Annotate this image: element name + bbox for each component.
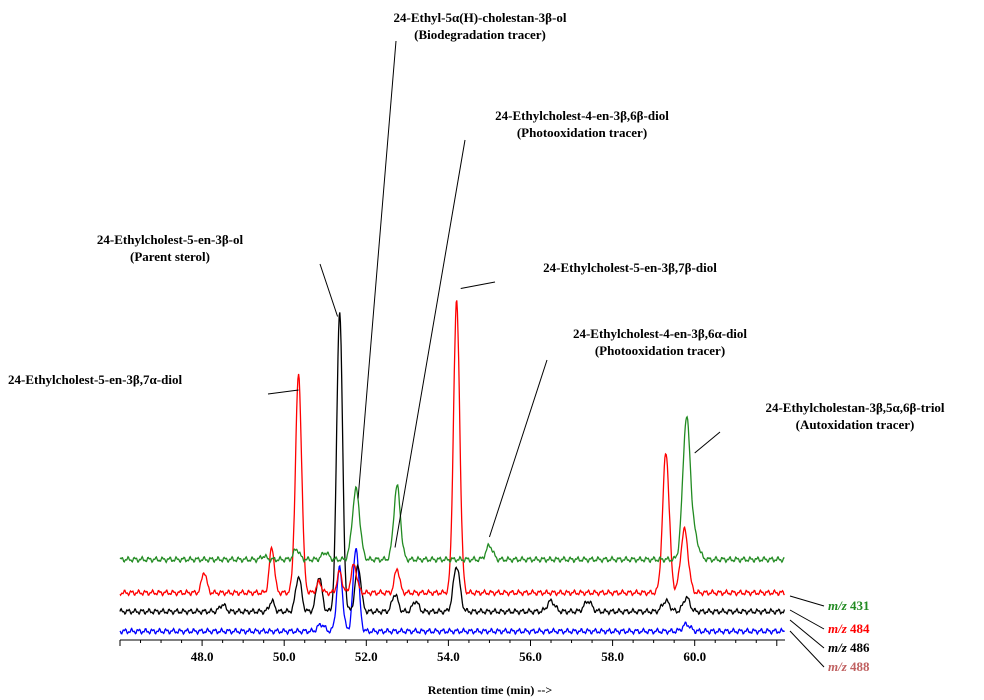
annotation-leader-line — [460, 281, 496, 289]
x-tick-label: 60.0 — [683, 649, 706, 664]
mz-label-486: m/z 486 — [828, 640, 870, 655]
series-line-mz-431 — [119, 415, 785, 564]
annotation-label: 24-Ethylcholest-4-en-3β,6β-diol (Photooxi… — [495, 108, 669, 140]
mz-connector-line — [789, 619, 825, 649]
x-tick-label: 48.0 — [191, 649, 214, 664]
x-axis-label: Retention time (min) --> — [428, 683, 553, 697]
annotation-leader-line — [394, 139, 466, 548]
mz-connector-line — [789, 609, 825, 630]
x-tick-label: 50.0 — [273, 649, 296, 664]
mz-label-484: m/z 484 — [828, 621, 870, 636]
mz-connector-line — [789, 595, 825, 607]
series-layer — [119, 300, 786, 636]
annotation-label: 24-Ethylcholestan-3β,5α,6β-triol (Autoxid… — [765, 400, 944, 432]
series-line-mz-484 — [119, 300, 785, 597]
mz-label-488: m/z 488 — [828, 659, 870, 674]
mz-label-431: m/z 431 — [828, 598, 870, 613]
x-axis: 48.0 50.0 52.0 54.0 56.0 58.0 60.0 — [119, 639, 785, 664]
annotation-label: 24-Ethylcholest-5-en-3β,7β-diol — [543, 260, 717, 275]
annotation-leader-line — [357, 40, 397, 499]
annotations: 24-Ethyl-5α(H)-cholestan-3β-ol (Biodegrad… — [8, 10, 945, 548]
mz-connector-line — [789, 630, 825, 668]
annotation-label: 24-Ethyl-5α(H)-cholestan-3β-ol (Biodegrad… — [394, 10, 567, 42]
annotation-leader-line — [267, 389, 299, 395]
annotation-label: 24-Ethylcholest-5-en-3β-ol (Parent sterol… — [97, 232, 244, 264]
annotation-label: 24-Ethylcholest-4-en-3β,6α-diol (Photooxi… — [573, 326, 747, 358]
series-line-mz-488 — [119, 548, 785, 636]
x-tick-label: 56.0 — [519, 649, 542, 664]
x-tick-label: 54.0 — [437, 649, 460, 664]
annotation-label: 24-Ethylcholest-5-en-3β,7α-diol — [8, 372, 182, 387]
mz-labels: m/z 431 m/z 484 m/z 486 m/z 488 — [789, 595, 870, 674]
annotation-leader-line — [694, 431, 721, 454]
x-tick-label: 58.0 — [601, 649, 624, 664]
annotation-leader-line — [488, 359, 548, 538]
series-line-mz-486 — [119, 312, 786, 616]
annotation-leader-line — [319, 263, 339, 317]
x-tick-label: 52.0 — [355, 649, 378, 664]
